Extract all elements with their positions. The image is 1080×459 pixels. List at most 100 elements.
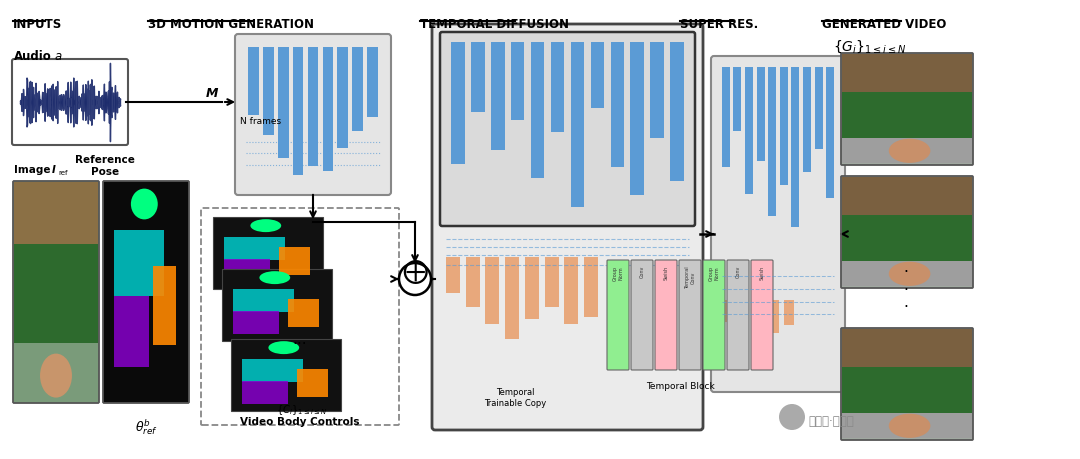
Ellipse shape [251,220,281,233]
Bar [222,269,332,341]
Text: Audio: Audio [14,50,52,63]
Bar [451,43,464,164]
Bar [293,48,303,176]
FancyBboxPatch shape [711,57,845,392]
Bar [278,48,288,158]
Bar [471,43,485,112]
Bar [114,297,149,367]
Bar [486,257,499,325]
FancyBboxPatch shape [235,35,391,196]
Bar [570,43,584,208]
FancyBboxPatch shape [631,260,653,370]
FancyBboxPatch shape [841,54,973,166]
FancyBboxPatch shape [13,182,99,403]
Bar [842,139,972,164]
Bar [723,300,733,322]
Bar [842,93,972,139]
FancyBboxPatch shape [841,328,973,440]
Bar [323,48,334,172]
Text: 3D MOTION GENERATION: 3D MOTION GENERATION [148,18,314,31]
Text: SUPER RES.: SUPER RES. [680,18,758,31]
Text: Temporal Block: Temporal Block [646,381,714,390]
Ellipse shape [40,354,72,398]
Bar [233,311,280,334]
Text: M: M [205,87,218,100]
Text: Temporal
Trainable Copy: Temporal Trainable Copy [484,387,546,407]
Bar [14,244,98,343]
Bar [565,257,578,325]
Bar [780,68,787,185]
Text: Reference
Pose: Reference Pose [76,155,135,177]
Text: Group
Norm: Group Norm [708,265,719,280]
FancyBboxPatch shape [841,177,973,288]
Bar [262,48,273,135]
Ellipse shape [889,262,930,286]
Bar [733,68,741,131]
Bar [842,55,972,93]
FancyBboxPatch shape [703,260,725,370]
Bar [505,257,519,339]
Text: GENERATED VIDEO: GENERATED VIDEO [822,18,946,31]
Text: Conv: Conv [735,265,741,278]
Bar [367,48,378,118]
Bar [491,43,504,151]
Bar [14,343,98,374]
Ellipse shape [889,414,930,438]
Bar [842,413,972,438]
Bar [544,257,558,308]
Bar [842,367,972,413]
Bar [213,218,323,289]
Bar [745,68,753,195]
Bar [224,259,270,282]
Bar [792,68,799,227]
Bar [231,339,341,411]
Bar [738,300,748,330]
Bar [814,68,823,149]
Bar [804,68,811,173]
Text: Image: Image [14,165,51,174]
Bar [768,68,777,216]
Bar [842,216,972,262]
Circle shape [779,404,805,430]
Bar [337,48,348,149]
Ellipse shape [259,272,291,285]
Bar [591,43,604,109]
Bar [769,300,779,333]
Bar [671,43,684,182]
Bar [631,43,644,196]
Text: ·
·
·: · · · [904,264,908,314]
Bar [784,300,795,325]
Bar [757,68,765,162]
FancyBboxPatch shape [103,182,189,403]
Bar [610,43,624,168]
Bar [551,43,565,133]
Bar [842,178,972,216]
FancyBboxPatch shape [727,260,750,370]
Text: Group
Norm: Group Norm [612,265,623,280]
Bar [465,257,480,308]
Ellipse shape [269,341,299,354]
FancyBboxPatch shape [751,260,773,370]
Bar [114,231,164,297]
Bar [279,248,310,275]
Bar [584,257,598,317]
Text: $\{C_i\}_{1\leq i\leq N}$: $\{C_i\}_{1\leq i\leq N}$ [276,402,328,416]
FancyBboxPatch shape [679,260,701,370]
Bar [531,43,544,179]
Bar [308,48,319,167]
Text: INPUTS: INPUTS [13,18,63,31]
Bar [297,369,328,397]
Text: I: I [52,165,56,174]
Bar [242,381,288,404]
Text: N frames: N frames [240,117,281,126]
FancyBboxPatch shape [12,60,129,146]
Bar [842,262,972,286]
Text: a: a [55,50,63,63]
Circle shape [399,263,431,295]
Bar [233,290,294,313]
FancyBboxPatch shape [440,33,696,226]
Bar [248,48,259,115]
Bar [288,300,319,327]
FancyBboxPatch shape [654,260,677,370]
Bar [650,43,664,139]
